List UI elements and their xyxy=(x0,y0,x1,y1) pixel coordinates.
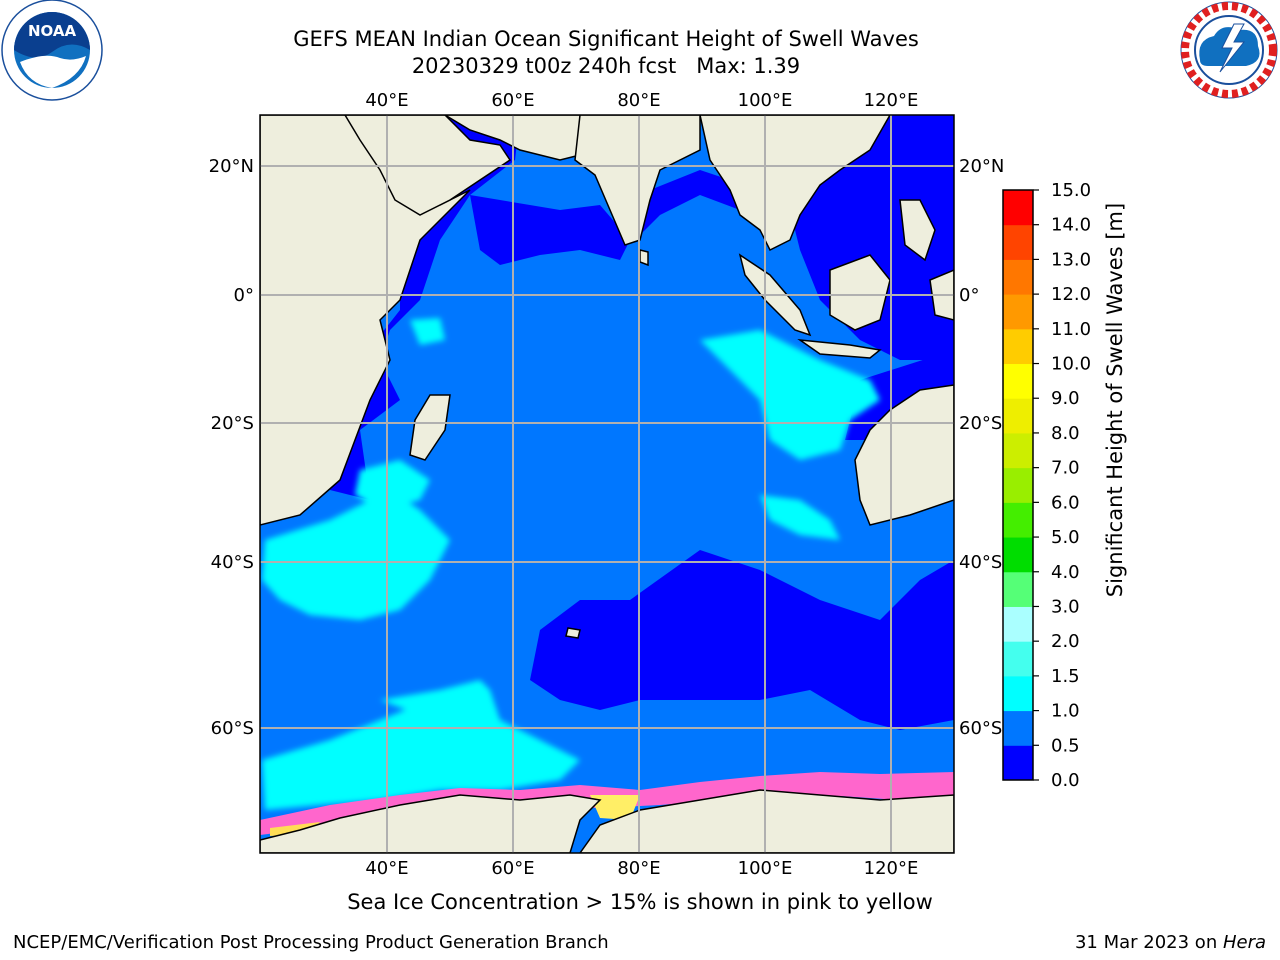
colorbar-label: 3.0 xyxy=(1051,596,1080,617)
footer-host: Hera xyxy=(1222,932,1266,953)
lon-tick-top: 120°E xyxy=(864,90,919,111)
nws-logo xyxy=(1180,1,1278,99)
colorbar-segment xyxy=(1003,641,1033,677)
footer-date: 31 Mar 2023 on Hera xyxy=(1075,932,1266,953)
colorbar-segment xyxy=(1003,467,1033,503)
colorbar-label: 4.0 xyxy=(1051,562,1080,583)
colorbar-label: 12.0 xyxy=(1051,284,1091,305)
colorbar-label: 7.0 xyxy=(1051,458,1080,479)
colorbar-segment xyxy=(1003,432,1033,469)
noaa-logo-text: NOAA xyxy=(28,22,77,40)
colorbar-segment xyxy=(1003,710,1033,746)
lat-tick-right: 20°N xyxy=(959,156,1004,177)
colorbar-segment xyxy=(1003,745,1033,781)
lat-tick-right: 40°S xyxy=(959,552,1002,573)
map-frame xyxy=(259,114,955,854)
colorbar-segment xyxy=(1003,294,1033,330)
colorbar: 0.0 0.5 1.0 1.5 2.0 3.0 4.0 5.0 6.0 7.0 8.0 9.0 10.0… xyxy=(1002,180,1091,791)
colorbar-label: 2.0 xyxy=(1051,631,1080,652)
noaa-logo: NOAA xyxy=(1,0,103,101)
colorbar-label: 11.0 xyxy=(1051,319,1091,340)
colorbar-segment xyxy=(1003,398,1033,434)
colorbar-segment xyxy=(1003,224,1033,260)
map-gridlines xyxy=(260,115,954,853)
lon-tick-top: 60°E xyxy=(491,90,534,111)
lon-tick-bottom: 120°E xyxy=(864,858,919,879)
colorbar-segment xyxy=(1003,606,1033,642)
footer-credit: NCEP/EMC/Verification Post Processing Pr… xyxy=(13,932,609,953)
lat-tick-left: 20°S xyxy=(211,413,254,434)
lon-tick-bottom: 100°E xyxy=(738,858,793,879)
lat-tick-left: 60°S xyxy=(211,718,254,739)
colorbar-title: Significant Height of Swell Waves [m] xyxy=(1103,202,1127,598)
colorbar-label: 15.0 xyxy=(1051,180,1091,201)
colorbar-segment xyxy=(1003,571,1033,607)
colorbar-segment xyxy=(1003,190,1033,226)
colorbar-segment xyxy=(1003,502,1033,538)
colorbar-label: 1.0 xyxy=(1051,701,1080,722)
colorbar-label: 10.0 xyxy=(1051,354,1091,375)
colorbar-label: 0.5 xyxy=(1051,735,1080,756)
lon-tick-top: 40°E xyxy=(365,90,408,111)
lat-tick-right: 60°S xyxy=(959,718,1002,739)
lon-tick-top: 100°E xyxy=(738,90,793,111)
colorbar-label: 8.0 xyxy=(1051,423,1080,444)
colorbar-label: 1.5 xyxy=(1051,666,1080,687)
colorbar-frame xyxy=(1002,189,1034,781)
swell-field-high xyxy=(262,318,880,810)
footer-date-text: 31 Mar 2023 on xyxy=(1074,932,1223,953)
colorbar-label: 9.0 xyxy=(1051,388,1080,409)
lon-tick-bottom: 80°E xyxy=(617,858,660,879)
lon-tick-bottom: 60°E xyxy=(491,858,534,879)
lat-tick-right: 0° xyxy=(959,285,979,306)
map-title-line2: 20230329 t00z 240h fcst Max: 1.39 xyxy=(411,54,801,78)
colorbar-label: 13.0 xyxy=(1051,249,1091,270)
lat-tick-right: 20°S xyxy=(959,413,1002,434)
map-title-line1: GEFS MEAN Indian Ocean Significant Heigh… xyxy=(293,27,919,51)
colorbar-segment xyxy=(1003,675,1033,712)
colorbar-label: 14.0 xyxy=(1051,215,1091,236)
map-area xyxy=(260,115,954,853)
colorbar-label: 5.0 xyxy=(1051,527,1080,548)
lat-tick-left: 0° xyxy=(234,285,254,306)
colorbar-segment xyxy=(1003,537,1033,573)
lat-tick-left: 40°S xyxy=(211,552,254,573)
colorbar-label: 0.0 xyxy=(1051,770,1080,791)
colorbar-segment xyxy=(1003,363,1033,399)
lat-tick-left: 20°N xyxy=(209,156,254,177)
sea-ice-caption: Sea Ice Concentration > 15% is shown in … xyxy=(347,890,933,914)
lon-tick-top: 80°E xyxy=(617,90,660,111)
colorbar-label: 6.0 xyxy=(1051,492,1080,513)
colorbar-segment xyxy=(1003,328,1033,365)
lon-tick-bottom: 40°E xyxy=(365,858,408,879)
colorbar-segment xyxy=(1003,259,1033,295)
